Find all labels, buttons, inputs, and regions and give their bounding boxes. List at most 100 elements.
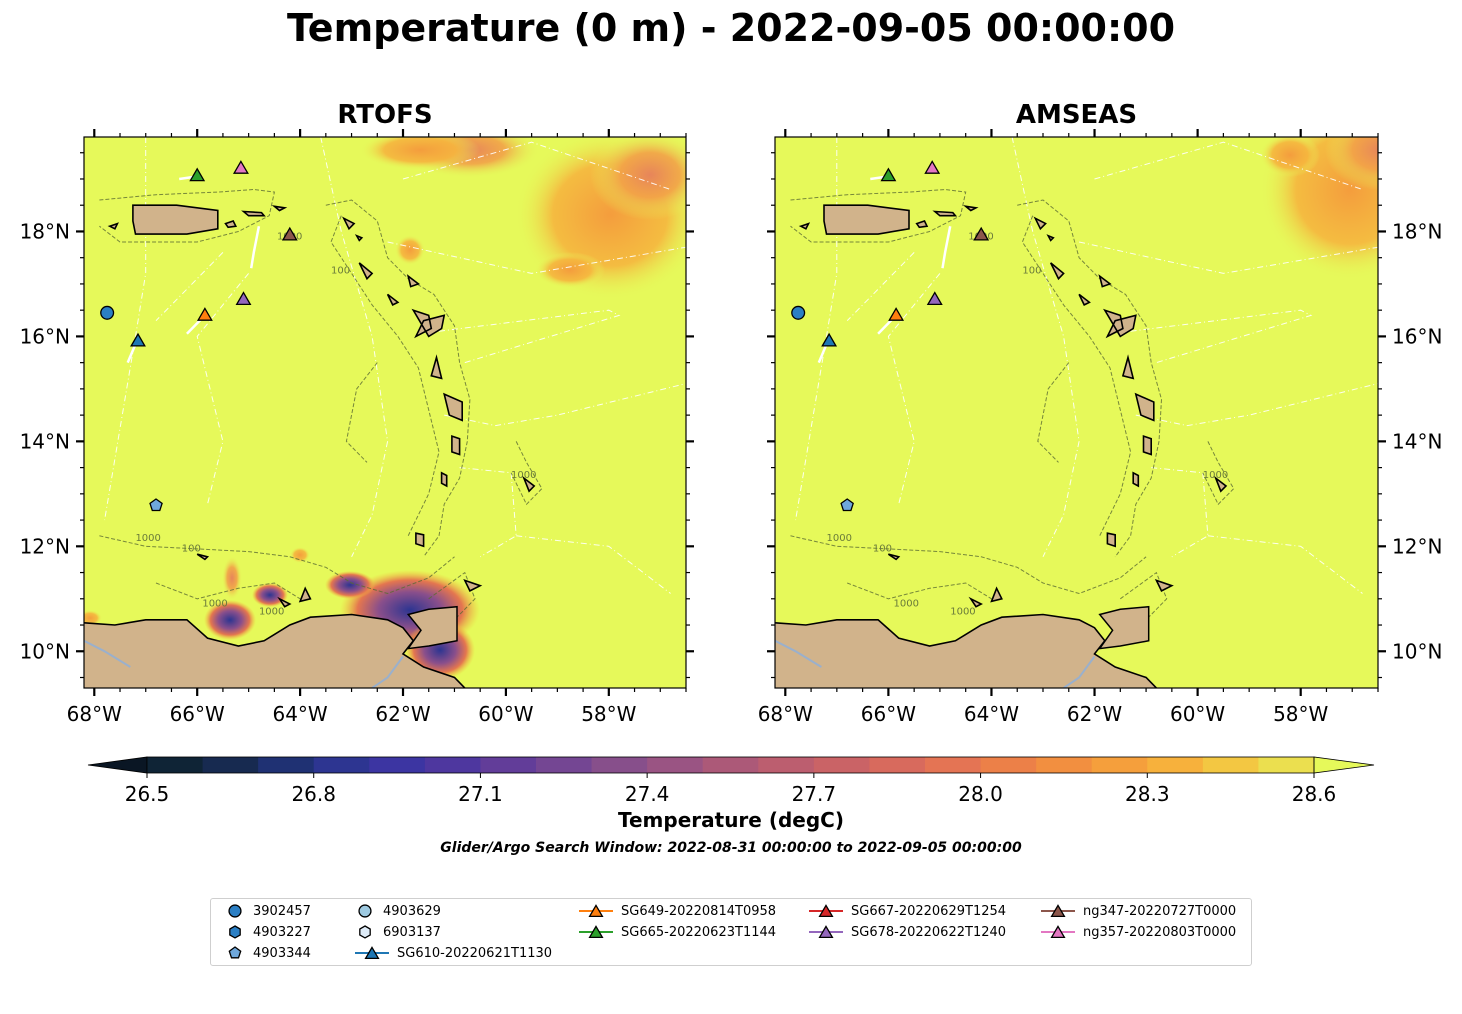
lon-tick-label: 60°W [478,702,533,726]
eez-boundary [887,273,941,505]
bathymetry-contour [99,188,276,243]
axes-left: 68°W 66°W 64°W 62°W 60°W 58°W 10°N 12°N 14°N 16°N… [20,129,694,726]
lon-tick-label: 64°W [272,702,327,726]
lat-tick-label: 10°N [20,639,70,663]
legend-label: ng357-20220803T0000 [1083,924,1237,940]
eez-boundary [444,383,686,427]
obs-marker-SG678-20220622T1240 [926,291,943,306]
contour-label: 100 [331,265,350,276]
bathymetry-contour [330,215,440,537]
legend-label: SG667-20220629T1254 [851,903,1007,919]
land-island [1049,262,1065,281]
amseas-map: 10001001000100010001000100 [774,136,1379,689]
colorbar-bin [369,757,426,773]
glider-track [941,225,952,269]
legend-marker-shape [818,925,834,939]
land-island [196,553,210,561]
glider-track [249,225,261,269]
lat-tick-label: 16°N [20,324,70,348]
eez-boundary [320,137,389,558]
contour-label: 1000 [511,470,536,481]
contour-label: 100 [1022,265,1041,276]
legend-item: SG667-20220629T1254 [809,901,1006,921]
panel-title-rtofs: RTOFS [337,100,433,130]
lon-tick-label: 68°W [758,702,813,726]
eez-boundary [438,309,621,364]
obs-marker-ng347-20220727T0000 [281,226,298,241]
land-island [406,274,421,288]
legend-item: ng347-20220727T0000 [1041,901,1236,921]
land-island [1213,475,1228,493]
legend-marker-shape [588,904,604,918]
land-island [1106,532,1116,548]
land-island [298,586,312,603]
obs-marker-ng357-20220803T0000 [924,160,941,174]
colorbar-tick-label: 27.1 [458,782,503,806]
colorbar-bin [647,757,704,773]
lon-tick-label: 62°W [1067,702,1122,726]
colorbar-bin [1091,757,1148,773]
colorbar-frame [146,756,1315,774]
legend-marker [359,925,371,939]
eez-boundary [1094,141,1363,190]
land-venezuela [775,613,1158,688]
land-island [354,234,364,242]
legend-item: 4903227 [225,922,311,942]
land-puerto-rico [132,204,219,235]
eez-boundary [846,252,915,322]
colorbar-bin [536,757,593,773]
legend-item: SG665-20220623T1144 [579,922,776,942]
river [1063,655,1096,688]
colorbar-bin [1036,757,1093,773]
legend-label: SG610-20220621T1130 [397,945,553,961]
land-island [1134,392,1155,422]
obs-marker-SG649-20220814T0958 [888,307,905,321]
legend-item: ng357-20220803T0000 [1041,922,1236,942]
land-island [1098,274,1112,288]
obs-marker-ng357-20220803T0000 [232,160,249,174]
land-island [271,205,288,212]
contour-label: 1000 [259,607,284,618]
lon-tick-label: 66°W [861,702,916,726]
land-island [107,222,119,230]
legend-marker-shape [588,925,604,939]
colorbar-tick-label: 28.0 [958,782,1003,806]
bathymetry-contour [847,582,992,600]
eez-boundary [516,535,671,594]
legend-label: 6903137 [383,924,441,940]
colorbar-bin [424,757,481,773]
eez-boundary [196,273,249,505]
eez-boundary [1078,241,1378,274]
land-trinidad [406,605,458,650]
legend-item: SG649-20220814T0958 [579,901,776,921]
lon-tick-label: 62°W [375,702,430,726]
colorbar-bin [202,757,259,773]
lat-tick-label: 18°N [20,219,70,243]
eez-boundary [1151,467,1209,558]
lat-tick-label: 10°N [1392,639,1442,663]
land-island [411,308,446,339]
land-island [1033,216,1047,231]
legend-marker [1041,925,1075,939]
colorbar-bin [1147,757,1204,773]
colorbar-extend-high [1313,756,1375,774]
lat-tick-label: 16°N [1392,324,1442,348]
figure-title: Temperature (0 m) - 2022-09-05 00:00:00 [286,6,1176,50]
land-island [415,532,425,548]
colorbar-bin [980,757,1037,773]
colorbar-bin [869,757,926,773]
river [84,639,131,668]
bathymetry-contour [1202,441,1235,506]
glider-track [126,343,137,364]
legend-item: 4903629 [355,901,441,921]
colorbar-tick-label: 26.5 [125,782,170,806]
land-island [1142,434,1152,456]
glider-track [817,343,828,364]
land-island [342,216,356,231]
lon-tick-label: 58°W [1273,702,1328,726]
bathymetry-contour [155,582,301,600]
obs-marker-3902457 [100,305,115,320]
contour-label: 1000 [1203,470,1228,481]
obs-marker-SG610-20220621T1130 [821,332,838,347]
land-island [386,293,400,306]
